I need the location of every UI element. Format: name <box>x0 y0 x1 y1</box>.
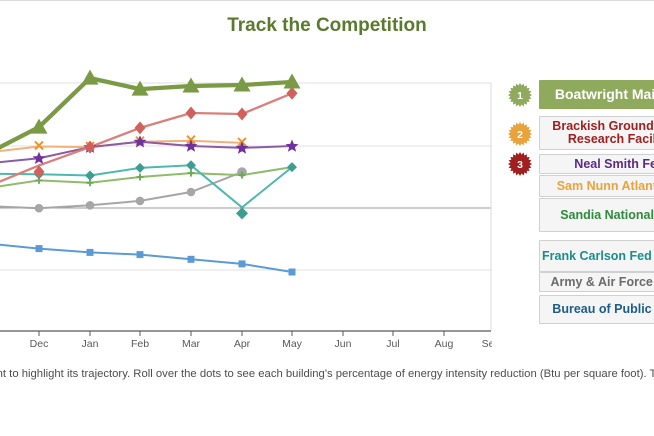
svg-text:3: 3 <box>517 160 523 171</box>
svg-text:Apr: Apr <box>234 338 251 350</box>
svg-text:May: May <box>282 338 303 350</box>
svg-text:Mar: Mar <box>182 338 201 350</box>
svg-text:Jun: Jun <box>335 338 352 350</box>
svg-text:Aug: Aug <box>435 338 454 350</box>
svg-text:2: 2 <box>517 130 523 141</box>
svg-text:Jan: Jan <box>82 338 99 350</box>
svg-text:Dec: Dec <box>30 338 49 350</box>
svg-text:Jul: Jul <box>386 338 399 350</box>
svg-text:Feb: Feb <box>131 338 149 350</box>
svg-text:Sep: Sep <box>482 338 492 350</box>
svg-text:1: 1 <box>517 91 523 102</box>
